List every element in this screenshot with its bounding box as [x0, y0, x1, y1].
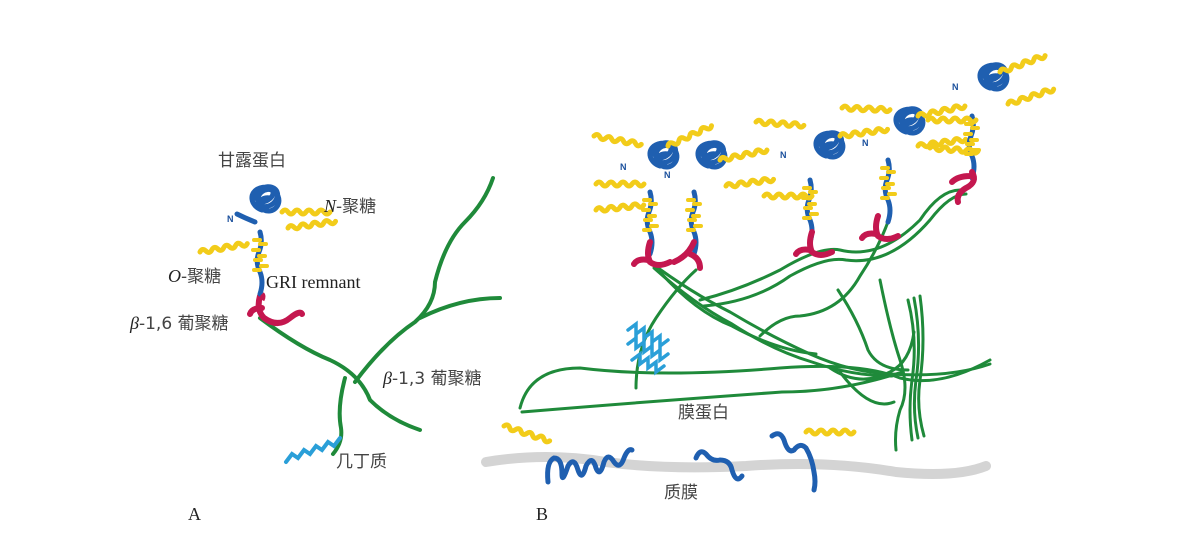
plasma-membrane-label: 质膜 [664, 483, 698, 503]
n-terminus-b-2: N [664, 170, 671, 180]
n-terminus-b-4: N [862, 138, 869, 148]
gri-remnant-label: GRI remnant [266, 272, 360, 292]
chitin-a [286, 438, 340, 462]
n-terminus-b-1: N [620, 162, 627, 172]
chitin-label: 几丁质 [336, 452, 387, 472]
membrane-protein-label: 膜蛋白 [678, 403, 729, 423]
panel-a-label: A [188, 504, 201, 524]
membrane-glycans [503, 424, 854, 443]
n-terminus-b-5: N [952, 82, 959, 92]
panel-b: N N N N N 膜蛋白 质膜 B [486, 54, 1054, 524]
n-glycan-label: N-聚糖 [323, 196, 376, 217]
mannoprotein-b-2 [674, 143, 774, 268]
mannoprotein-label: 甘露蛋白 [218, 151, 286, 171]
beta13-glucan-network [520, 190, 990, 450]
o-glycan-label: O-聚糖 [168, 266, 221, 287]
n-terminus-a: N [227, 214, 234, 224]
mannoprotein-b-5 [928, 54, 1054, 202]
n-terminus-b-3: N [780, 150, 787, 160]
panel-a: N 甘露蛋白 N-聚糖 O-聚糖 GRI remnant β-1,6 葡聚糖 β… [129, 151, 500, 524]
beta16-label: β-1,6 葡聚糖 [129, 313, 229, 334]
beta16-glucan-a [250, 296, 302, 323]
beta13-label: β-1,3 葡聚糖 [382, 368, 482, 389]
panel-b-label: B [536, 504, 548, 524]
mannoprotein-b-4 [842, 104, 966, 239]
